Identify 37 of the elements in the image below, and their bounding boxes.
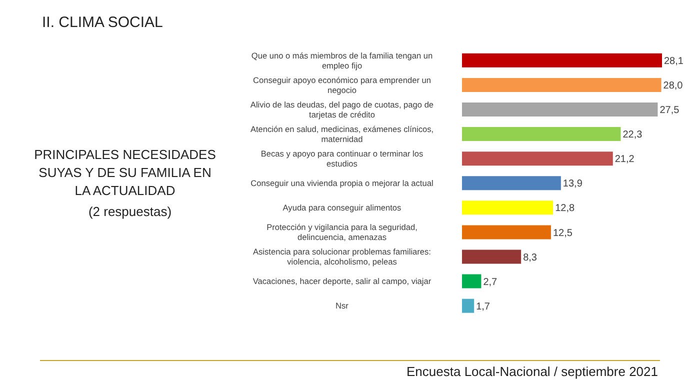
data-label: 21,2 [614,154,635,166]
y-tick-label: Conseguir una vivienda propia o mejorar la actual [250,178,434,188]
y-tick-label: Becas y apoyo para continuar o terminar los estudios [260,148,424,168]
text: II. CLIMA SOCIAL [42,14,163,31]
bar [462,274,482,288]
data-label: 28,0 [663,80,684,92]
data-label: 12,5 [552,228,573,239]
y-tick-label: Vacaciones, hacer deporte, salir al campo, viajar [252,276,432,286]
data-label: 28,1 [664,56,684,67]
y-tick-label: Atención en salud, medicinas, exámenes clínicos, maternidad [250,124,434,144]
bar [462,200,554,215]
y-tick-label: Que uno o más miembros de la familia tengan un empleo fijo [251,50,434,70]
data-label: 22,3 [622,130,643,141]
bar [462,78,662,92]
bar [462,53,662,68]
text: Encuesta Local-Nacional / septiembre 2021 [406,364,658,379]
y-tick-label: Conseguir apoyo económico para emprender un negocio [252,74,432,95]
data-label: 1,7 [476,301,490,312]
y-tick-label: Alivio de las deudas, del pago de cuotas, pago de tarjetas de crédito [250,99,434,120]
data-label: 12,8 [555,203,576,214]
data-label: 8,3 [523,252,538,264]
data-label: 2,7 [483,276,498,288]
y-tick-label: Ayuda para conseguir alimentos [282,202,402,213]
data-label: 13,9 [562,178,583,190]
y-tick-label: Asistencia para solucionar problemas familiares: violencia, alcoholismo, peleas [252,246,432,267]
text: PRINCIPALES NECESIDADES SUYAS Y DE SU FAMILIA EN LA ACTUALIDAD [33,146,217,200]
bar [462,152,613,166]
text: (2 respuestas) [87,204,173,219]
bar [462,250,522,264]
y-tick-label: Nsr [336,300,349,311]
bar [462,127,621,142]
bar [462,176,561,190]
bar [462,225,551,240]
y-tick-label: Protección y vigilancia para la seguridad, delincuencia, amenazas [266,222,418,242]
bar [462,298,474,313]
bar [462,102,658,116]
data-label: 27,5 [660,105,680,116]
